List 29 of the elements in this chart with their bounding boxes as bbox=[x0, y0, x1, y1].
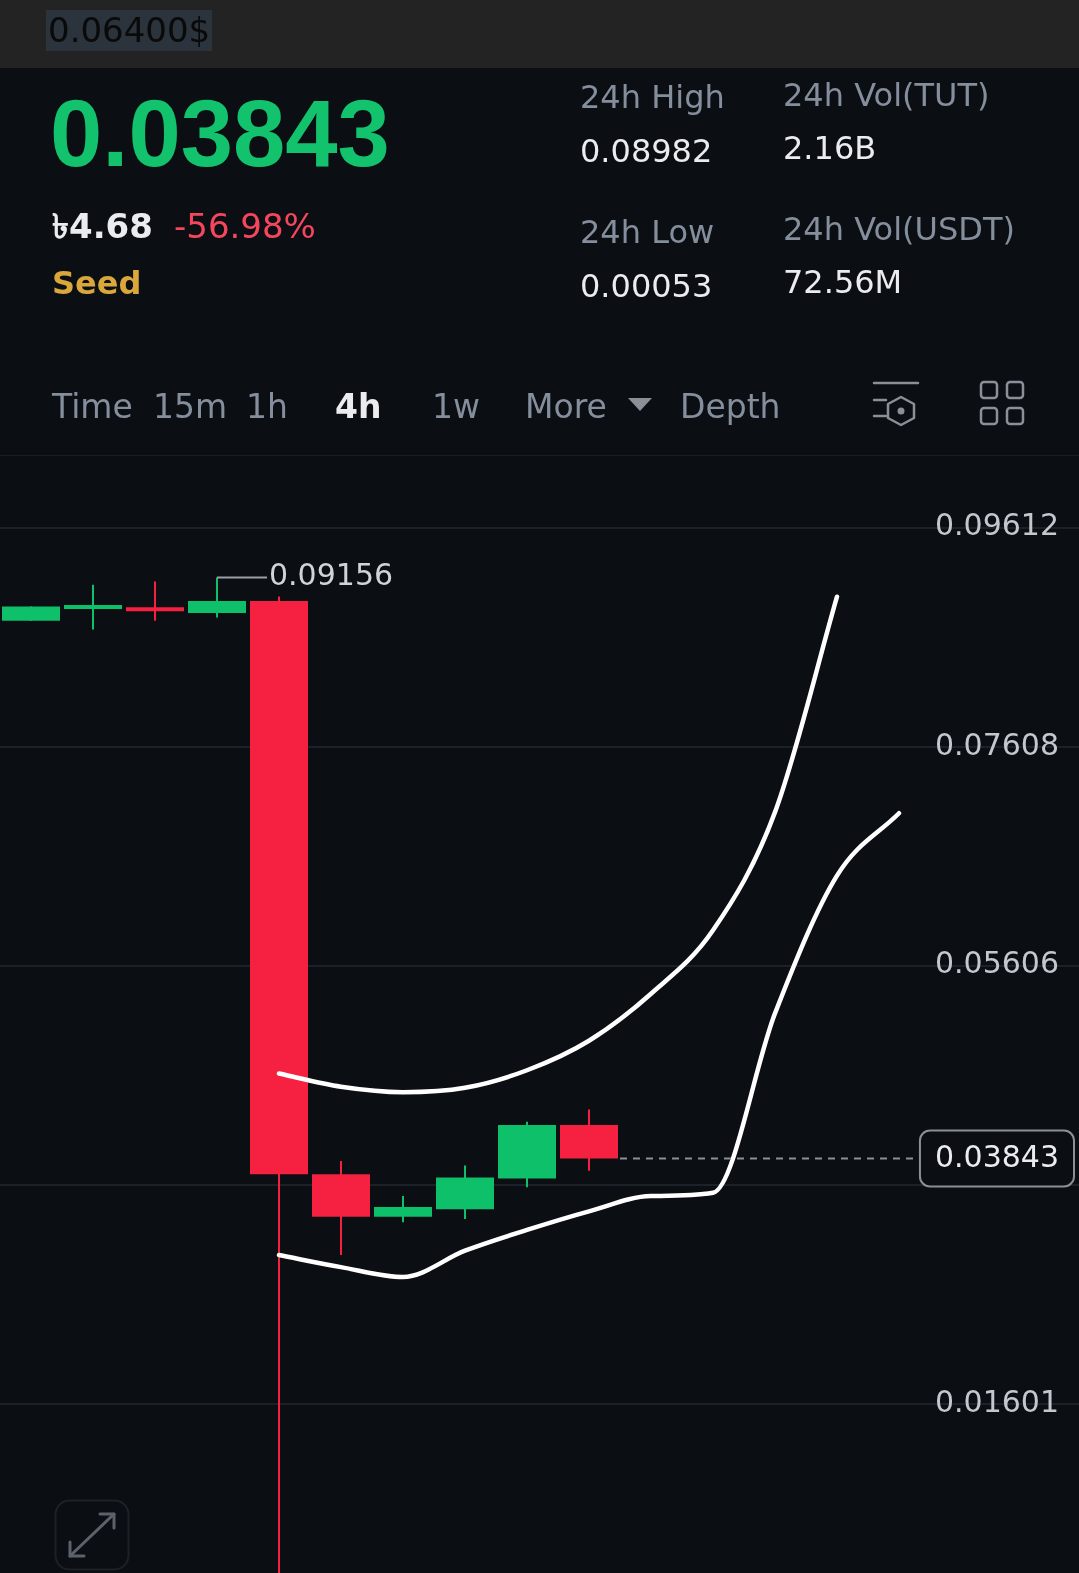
text: 0.08982 bbox=[580, 132, 713, 171]
ref-line-label: 0.03843 bbox=[934, 1139, 1059, 1175]
annotation: 0.09156 bbox=[269, 557, 394, 593]
text: Depth bbox=[680, 386, 781, 427]
y-tick-label: 0.07608 bbox=[934, 726, 1059, 762]
text: 0.03843 bbox=[50, 80, 390, 189]
text: -56.98% bbox=[174, 206, 316, 248]
text: Seed bbox=[52, 264, 142, 303]
text: ৳4.68 bbox=[52, 206, 153, 248]
text: 72.56M bbox=[783, 263, 903, 302]
y-tick-label: 0.09612 bbox=[934, 507, 1059, 543]
text: 1h bbox=[246, 386, 288, 427]
text: 24h Vol(TUT) bbox=[783, 76, 990, 115]
text: 4h bbox=[335, 386, 382, 427]
line-series bbox=[276, 811, 902, 1280]
text: 24h Low bbox=[580, 213, 715, 252]
line-series bbox=[276, 594, 840, 1095]
text: More bbox=[525, 386, 607, 427]
candlestick bbox=[126, 580, 184, 622]
text: 0.00053 bbox=[580, 267, 713, 306]
text: 24h High bbox=[580, 78, 725, 117]
y-tick-label: 0.01601 bbox=[934, 1383, 1059, 1419]
text: 24h Vol(USDT) bbox=[783, 210, 1015, 249]
candlestick bbox=[64, 583, 122, 631]
text: 1w bbox=[432, 386, 480, 427]
y-tick-label: 0.05606 bbox=[934, 945, 1059, 981]
text: Time bbox=[52, 386, 133, 427]
text: 2.16B bbox=[783, 129, 877, 168]
text: 15m bbox=[153, 386, 228, 427]
